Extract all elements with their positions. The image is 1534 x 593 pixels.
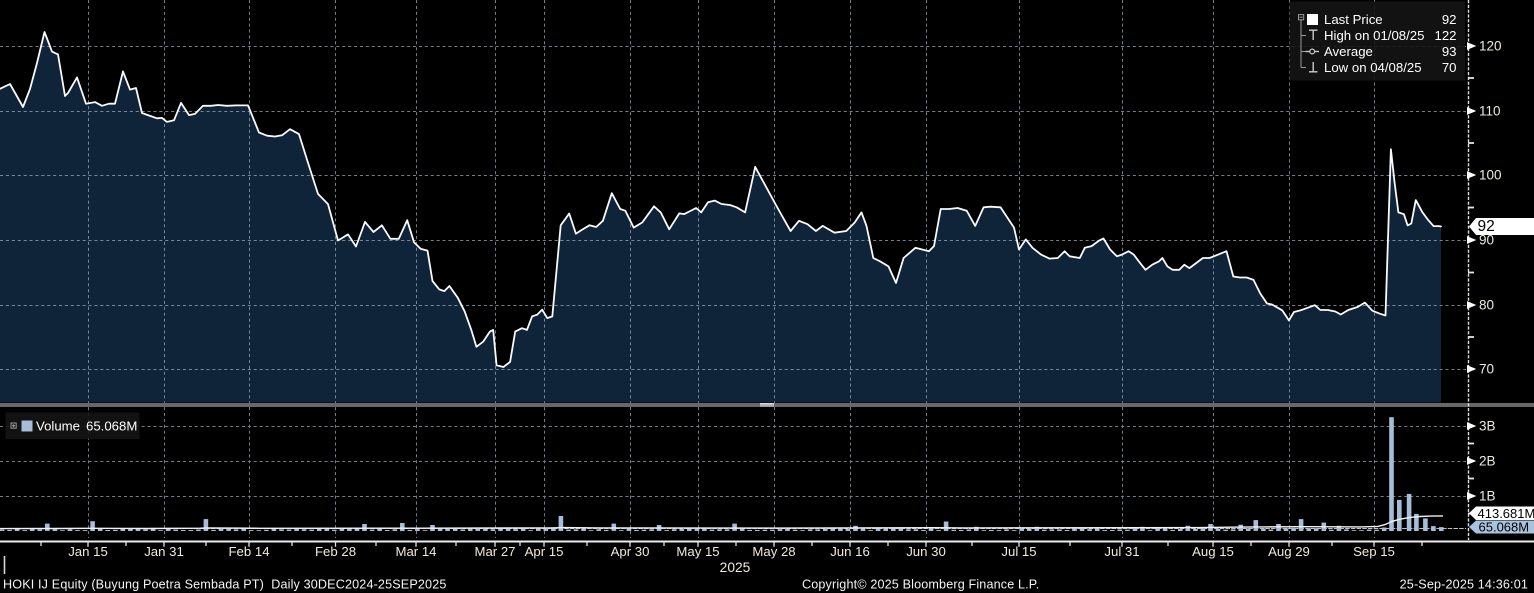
svg-text:65.068M: 65.068M bbox=[86, 419, 137, 434]
svg-text:100: 100 bbox=[1479, 168, 1502, 183]
svg-text:May 15: May 15 bbox=[676, 544, 719, 559]
svg-text:92: 92 bbox=[1478, 218, 1495, 235]
svg-text:Jun 16: Jun 16 bbox=[830, 544, 870, 559]
svg-text:70: 70 bbox=[1479, 362, 1494, 377]
svg-text:110: 110 bbox=[1479, 104, 1501, 119]
svg-text:Apr 15: Apr 15 bbox=[525, 544, 564, 559]
svg-text:92: 92 bbox=[1442, 12, 1457, 27]
svg-text:Aug 15: Aug 15 bbox=[1192, 544, 1234, 559]
svg-text:Jul 31: Jul 31 bbox=[1104, 544, 1139, 559]
svg-text:Mar 14: Mar 14 bbox=[395, 544, 436, 559]
svg-text:Jan 15: Jan 15 bbox=[68, 544, 108, 559]
svg-text:Apr 30: Apr 30 bbox=[611, 544, 650, 559]
svg-text:Jun 30: Jun 30 bbox=[906, 544, 946, 559]
svg-text:Low on 04/08/25: Low on 04/08/25 bbox=[1324, 60, 1422, 75]
svg-text:Sep 15: Sep 15 bbox=[1353, 544, 1395, 559]
svg-text:122: 122 bbox=[1434, 28, 1456, 43]
svg-text:HOKI IJ Equity (Buyung Poetra: HOKI IJ Equity (Buyung Poetra Sembada PT… bbox=[3, 578, 447, 592]
svg-text:Jan 31: Jan 31 bbox=[144, 544, 184, 559]
svg-text:93: 93 bbox=[1442, 44, 1457, 59]
svg-text:120: 120 bbox=[1479, 39, 1502, 54]
svg-text:3B: 3B bbox=[1479, 419, 1496, 434]
svg-text:70: 70 bbox=[1442, 60, 1457, 75]
svg-text:Last Price: Last Price bbox=[1324, 12, 1383, 27]
svg-text:Average: Average bbox=[1324, 44, 1373, 59]
svg-text:Aug 29: Aug 29 bbox=[1268, 544, 1310, 559]
svg-text:2025: 2025 bbox=[720, 560, 751, 575]
svg-text:Feb 14: Feb 14 bbox=[228, 544, 269, 559]
svg-text:Feb 28: Feb 28 bbox=[315, 544, 356, 559]
svg-text:High on 01/08/25: High on 01/08/25 bbox=[1324, 28, 1424, 43]
svg-text:2B: 2B bbox=[1479, 454, 1496, 469]
svg-text:May 28: May 28 bbox=[752, 544, 795, 559]
svg-text:Volume: Volume bbox=[36, 419, 80, 434]
svg-text:1B: 1B bbox=[1479, 489, 1496, 504]
svg-text:65.068M: 65.068M bbox=[1479, 520, 1530, 535]
svg-text:Copyright© 2025 Bloomberg Fina: Copyright© 2025 Bloomberg Finance L.P. bbox=[802, 578, 1039, 592]
svg-text:90: 90 bbox=[1479, 233, 1494, 248]
svg-text:413.681M: 413.681M bbox=[1478, 506, 1534, 521]
svg-text:80: 80 bbox=[1479, 298, 1494, 313]
svg-text:Jul 15: Jul 15 bbox=[1001, 544, 1036, 559]
svg-text:25-Sep-2025 14:36:01: 25-Sep-2025 14:36:01 bbox=[1400, 578, 1528, 592]
svg-text:Mar 27: Mar 27 bbox=[474, 544, 515, 559]
